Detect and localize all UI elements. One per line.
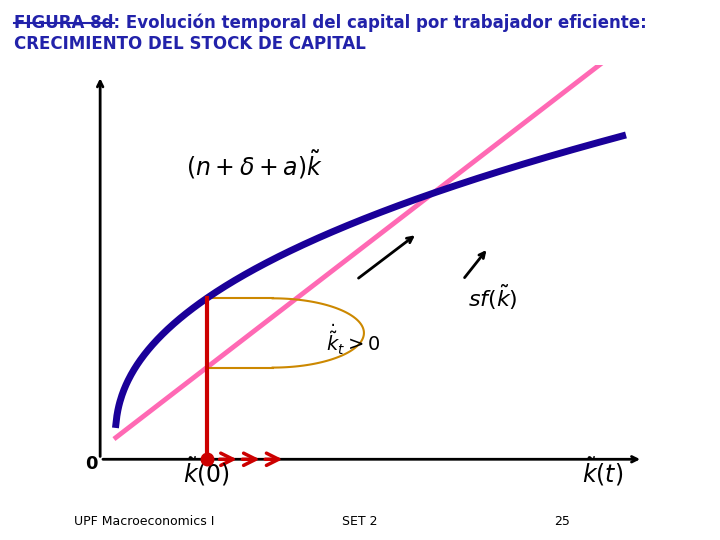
Text: $\dot{\tilde{k}}_t > 0$: $\dot{\tilde{k}}_t > 0$: [326, 323, 380, 357]
Text: $(n+\delta+a)\tilde{k}$: $(n+\delta+a)\tilde{k}$: [186, 148, 323, 181]
Text: CRECIMIENTO DEL STOCK DE CAPITAL: CRECIMIENTO DEL STOCK DE CAPITAL: [14, 35, 366, 53]
Text: FIGURA 8d: Evolución temporal del capital por trabajador eficiente:: FIGURA 8d: Evolución temporal del capita…: [14, 14, 647, 32]
Text: $sf(\tilde{k})$: $sf(\tilde{k})$: [468, 283, 518, 312]
Text: 25: 25: [554, 515, 570, 528]
Text: SET 2: SET 2: [342, 515, 378, 528]
Text: $\tilde{k}(t)$: $\tilde{k}(t)$: [582, 455, 623, 488]
Text: UPF Macroeconomics I: UPF Macroeconomics I: [74, 515, 214, 528]
Text: $\tilde{k}(0)$: $\tilde{k}(0)$: [183, 455, 230, 488]
Text: 0: 0: [85, 455, 97, 472]
